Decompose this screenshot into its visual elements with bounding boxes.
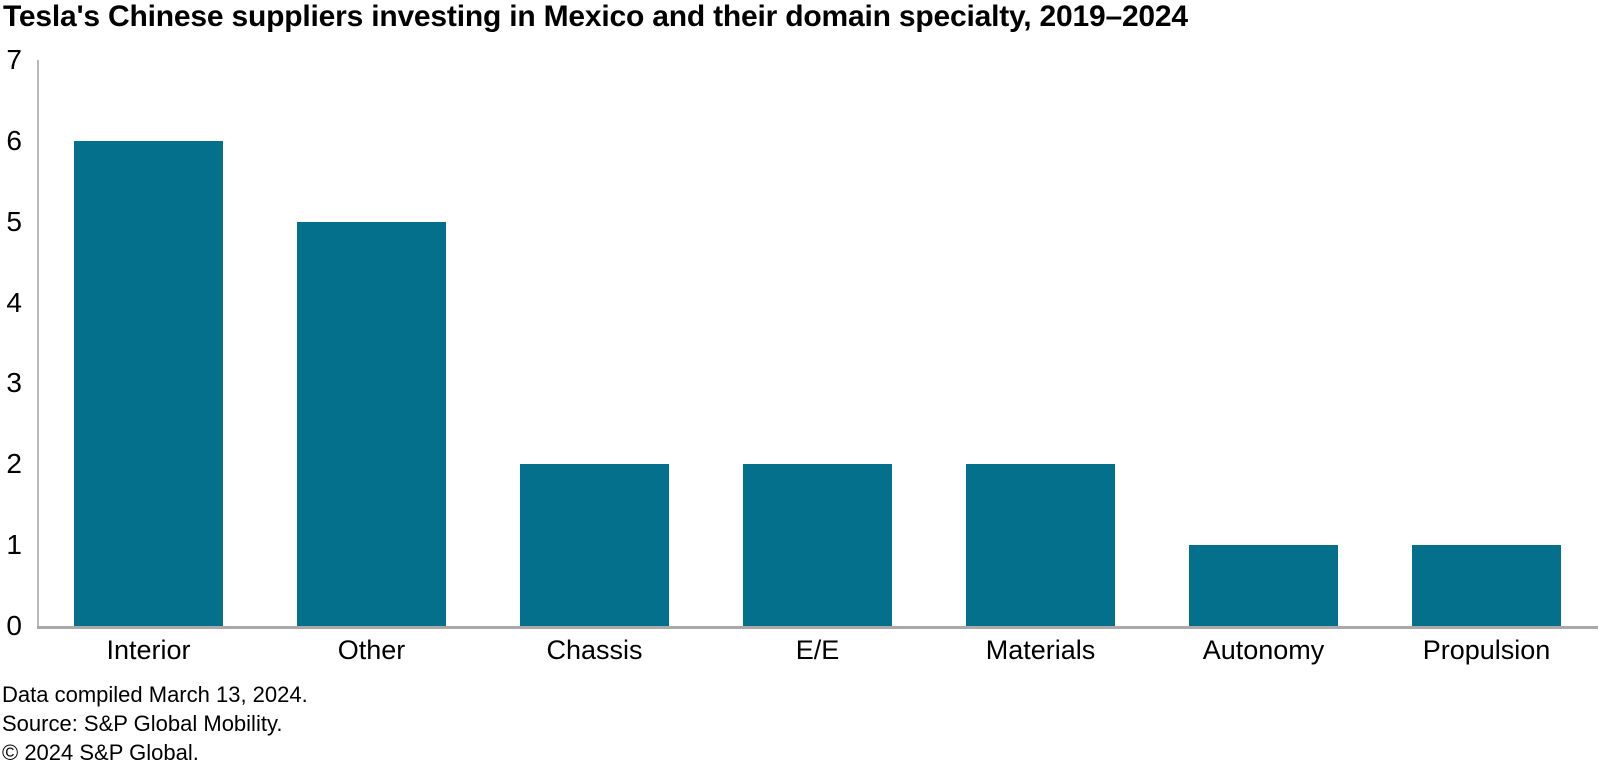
x-tick-label: Materials [985, 635, 1096, 665]
y-tick-label: 2 [6, 448, 22, 480]
x-axis-line [37, 626, 1598, 629]
bar-slot [37, 60, 260, 626]
bar-slot [260, 60, 483, 626]
bar-chassis [519, 464, 670, 626]
x-tick-label: Interior [106, 635, 191, 665]
bars-area [37, 60, 1598, 626]
x-tick-label: Chassis [546, 635, 643, 665]
footnote-source: Source: S&P Global Mobility. [2, 711, 283, 736]
bar-e-e [742, 464, 893, 626]
y-axis-labels: 0 1 2 3 4 5 6 7 [0, 46, 28, 640]
x-tick-label: E/E [795, 635, 840, 665]
footnote-copyright: © 2024 S&P Global. [2, 740, 199, 765]
y-tick-label: 1 [6, 529, 22, 561]
y-tick-label: 6 [6, 124, 22, 156]
y-tick-label: 7 [6, 44, 22, 75]
bar-other [296, 221, 447, 626]
footnote-compiled-date: Data compiled March 13, 2024. [2, 682, 308, 707]
bar-propulsion [1411, 545, 1562, 626]
x-axis-labels: Interior Other Chassis E/E Materials Autonomy… [37, 634, 1598, 667]
y-tick-label: 0 [6, 610, 22, 641]
bar-interior [73, 140, 224, 626]
chart-footnote: Data compiled March 13, 2024. Source: S&… [2, 680, 308, 767]
bar-slot [1152, 60, 1375, 626]
y-axis-line [37, 60, 39, 628]
y-tick-label: 5 [6, 205, 22, 237]
x-tick-label: Autonomy [1202, 635, 1325, 665]
y-tick-label: 4 [6, 286, 22, 318]
bar-autonomy [1188, 545, 1339, 626]
bar-slot [483, 60, 706, 626]
x-tick-label: Propulsion [1422, 635, 1551, 665]
chart-title: Tesla's Chinese suppliers investing in M… [3, 0, 1188, 33]
x-tick-label: Other [337, 635, 406, 665]
bar-slot [929, 60, 1152, 626]
bar-materials [965, 464, 1116, 626]
bar-slot [1375, 60, 1598, 626]
y-tick-label: 3 [6, 367, 22, 399]
bar-slot [706, 60, 929, 626]
